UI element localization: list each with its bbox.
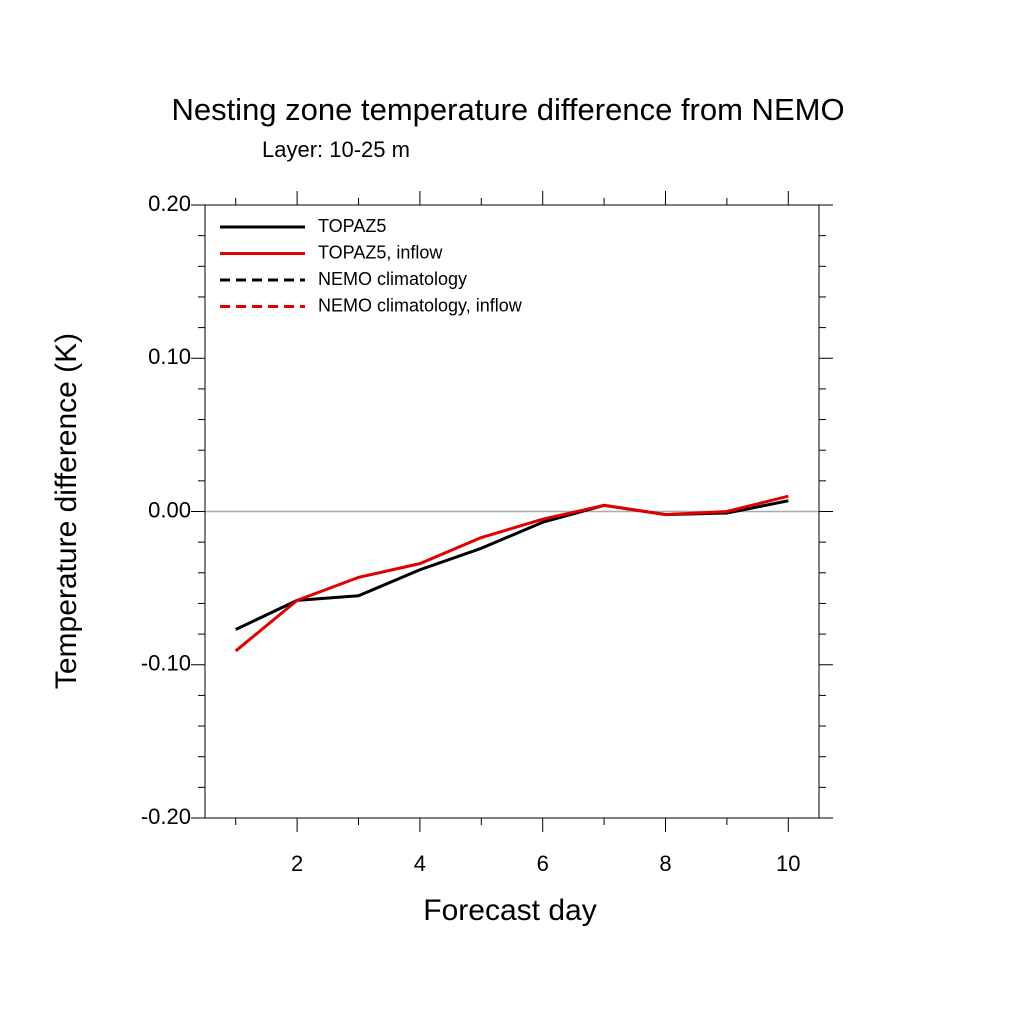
legend-label: TOPAZ5 [318,216,386,236]
legend-label: NEMO climatology [318,269,467,289]
y-tick-label: 0.20 [148,191,191,216]
y-tick-label: 0.10 [148,344,191,369]
x-tick-label: 2 [291,851,303,876]
x-tick-label: 6 [537,851,549,876]
y-tick-label: -0.20 [141,804,191,829]
legend-label: NEMO climatology, inflow [318,295,523,315]
y-tick-label: -0.10 [141,651,191,676]
x-axis-label: Forecast day [423,894,596,927]
plot-frame [204,204,820,819]
y-axis-label: Temperature difference (K) [50,333,83,689]
chart-title: Nesting zone temperature difference from… [171,92,844,127]
series-line [235,499,789,631]
series-line [234,494,789,653]
chart-subtitle: Layer: 10-25 m [262,137,410,162]
x-tick-label: 8 [659,851,671,876]
legend-label: TOPAZ5, inflow [318,242,443,262]
y-tick-label: 0.00 [148,497,191,522]
x-tick-label: 10 [776,851,800,876]
x-tick-label: 4 [414,851,426,876]
